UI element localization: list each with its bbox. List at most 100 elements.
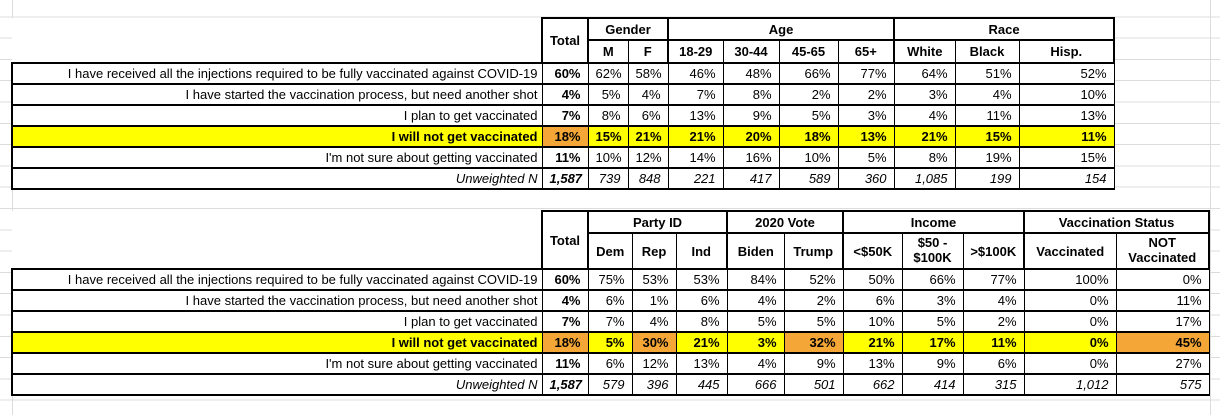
data-cell[interactable]: 12% [631, 352, 677, 375]
data-cell[interactable]: 17% [901, 331, 964, 354]
group-header-income[interactable]: Income [842, 210, 1025, 234]
column-header-black[interactable]: Black [954, 39, 1020, 64]
column-header-biden[interactable]: Biden [726, 232, 785, 270]
data-cell[interactable]: 13% [1018, 104, 1115, 127]
data-cell[interactable]: 50% [842, 268, 903, 291]
data-cell[interactable]: 11% [1115, 289, 1210, 312]
data-cell[interactable]: 3% [726, 331, 785, 354]
data-cell[interactable]: 27% [1115, 352, 1210, 375]
data-cell[interactable]: 7% [667, 83, 724, 106]
data-cell[interactable]: 66% [901, 268, 964, 291]
data-cell[interactable]: 45% [1115, 331, 1210, 354]
data-cell[interactable]: 5% [726, 310, 785, 333]
row-label-cell[interactable]: Unweighted N [11, 167, 543, 190]
data-cell[interactable]: 6% [675, 289, 728, 312]
data-cell[interactable]: 8% [722, 83, 780, 106]
data-cell[interactable]: 13% [675, 352, 728, 375]
data-cell[interactable]: 10% [587, 146, 629, 169]
data-cell[interactable]: 11% [1018, 125, 1115, 148]
data-cell[interactable]: 221 [667, 167, 724, 190]
data-cell[interactable]: 52% [783, 268, 844, 291]
data-cell[interactable]: 12% [627, 146, 669, 169]
data-cell[interactable]: 0% [1115, 268, 1210, 291]
column-header-total[interactable]: Total [541, 210, 589, 270]
data-cell[interactable]: 501 [783, 373, 844, 396]
data-cell[interactable]: 396 [631, 373, 677, 396]
data-cell[interactable]: 21% [667, 125, 724, 148]
data-cell[interactable]: 21% [675, 331, 728, 354]
data-cell[interactable]: 21% [842, 331, 903, 354]
data-cell[interactable]: 14% [667, 146, 724, 169]
data-cell[interactable]: 1,012 [1023, 373, 1117, 396]
data-cell[interactable]: 15% [954, 125, 1020, 148]
data-cell[interactable]: 75% [587, 268, 633, 291]
data-cell[interactable]: 575 [1115, 373, 1210, 396]
data-cell[interactable]: 10% [1018, 83, 1115, 106]
data-cell[interactable]: 2% [778, 83, 839, 106]
data-cell[interactable]: 3% [901, 289, 964, 312]
column-header-over-100k[interactable]: >$100K [962, 232, 1025, 270]
group-header-2020-vote[interactable]: 2020 Vote [726, 210, 844, 234]
column-header-under-50k[interactable]: <$50K [842, 232, 903, 270]
total-cell[interactable]: 60% [541, 268, 589, 291]
total-cell[interactable]: 18% [541, 125, 589, 148]
column-header-rep[interactable]: Rep [631, 232, 677, 270]
row-label-cell[interactable]: I will not get vaccinated [11, 125, 543, 148]
data-cell[interactable]: 77% [962, 268, 1025, 291]
data-cell[interactable]: 5% [837, 146, 895, 169]
row-label-cell[interactable]: I have received all the injections requi… [11, 62, 543, 85]
row-label-cell[interactable]: I plan to get vaccinated [11, 310, 543, 333]
data-cell[interactable]: 589 [778, 167, 839, 190]
data-cell[interactable]: 16% [722, 146, 780, 169]
column-header-vaccinated[interactable]: Vaccinated [1023, 232, 1117, 270]
data-cell[interactable]: 51% [954, 62, 1020, 85]
data-cell[interactable]: 4% [954, 83, 1020, 106]
data-cell[interactable]: 7% [587, 310, 633, 333]
data-cell[interactable]: 315 [962, 373, 1025, 396]
row-label-cell[interactable]: I will not get vaccinated [11, 331, 543, 354]
data-cell[interactable]: 8% [587, 104, 629, 127]
data-cell[interactable]: 52% [1018, 62, 1115, 85]
data-cell[interactable]: 53% [675, 268, 728, 291]
data-cell[interactable]: 30% [631, 331, 677, 354]
data-cell[interactable]: 1% [631, 289, 677, 312]
column-header-male[interactable]: M [587, 39, 629, 64]
row-label-cell[interactable]: I'm not sure about getting vaccinated [11, 146, 543, 169]
data-cell[interactable]: 360 [837, 167, 895, 190]
data-cell[interactable]: 579 [587, 373, 633, 396]
data-cell[interactable]: 0% [1023, 310, 1117, 333]
data-cell[interactable]: 0% [1023, 289, 1117, 312]
total-cell[interactable]: 60% [541, 62, 589, 85]
data-cell[interactable]: 18% [778, 125, 839, 148]
data-cell[interactable]: 11% [962, 331, 1025, 354]
data-cell[interactable]: 4% [893, 104, 956, 127]
column-header-18-29[interactable]: 18-29 [667, 39, 724, 64]
row-label-cell[interactable]: I have received all the injections requi… [11, 268, 543, 291]
total-cell[interactable]: 1,587 [541, 167, 589, 190]
group-header-vaccination-status[interactable]: Vaccination Status [1023, 210, 1211, 234]
row-label-cell[interactable]: I have started the vaccination process, … [11, 289, 543, 312]
data-cell[interactable]: 5% [587, 331, 633, 354]
data-cell[interactable]: 48% [722, 62, 780, 85]
data-cell[interactable]: 13% [837, 125, 895, 148]
row-label-cell[interactable]: I'm not sure about getting vaccinated [11, 352, 543, 375]
data-cell[interactable]: 666 [726, 373, 785, 396]
data-cell[interactable]: 5% [778, 104, 839, 127]
total-cell[interactable]: 11% [541, 146, 589, 169]
data-cell[interactable]: 6% [587, 289, 633, 312]
column-header-50k-100k[interactable]: $50 - $100K [901, 232, 964, 270]
data-cell[interactable]: 9% [901, 352, 964, 375]
data-cell[interactable]: 2% [783, 289, 844, 312]
data-cell[interactable]: 10% [842, 310, 903, 333]
column-header-total[interactable]: Total [541, 17, 589, 64]
data-cell[interactable]: 13% [842, 352, 903, 375]
data-cell[interactable]: 8% [675, 310, 728, 333]
column-header-65plus[interactable]: 65+ [837, 39, 895, 64]
row-label-cell[interactable]: I have started the vaccination process, … [11, 83, 543, 106]
total-cell[interactable]: 4% [541, 289, 589, 312]
data-cell[interactable]: 9% [783, 352, 844, 375]
data-cell[interactable]: 17% [1115, 310, 1210, 333]
data-cell[interactable]: 0% [1023, 331, 1117, 354]
group-header-party-id[interactable]: Party ID [586, 210, 728, 234]
data-cell[interactable]: 9% [722, 104, 780, 127]
